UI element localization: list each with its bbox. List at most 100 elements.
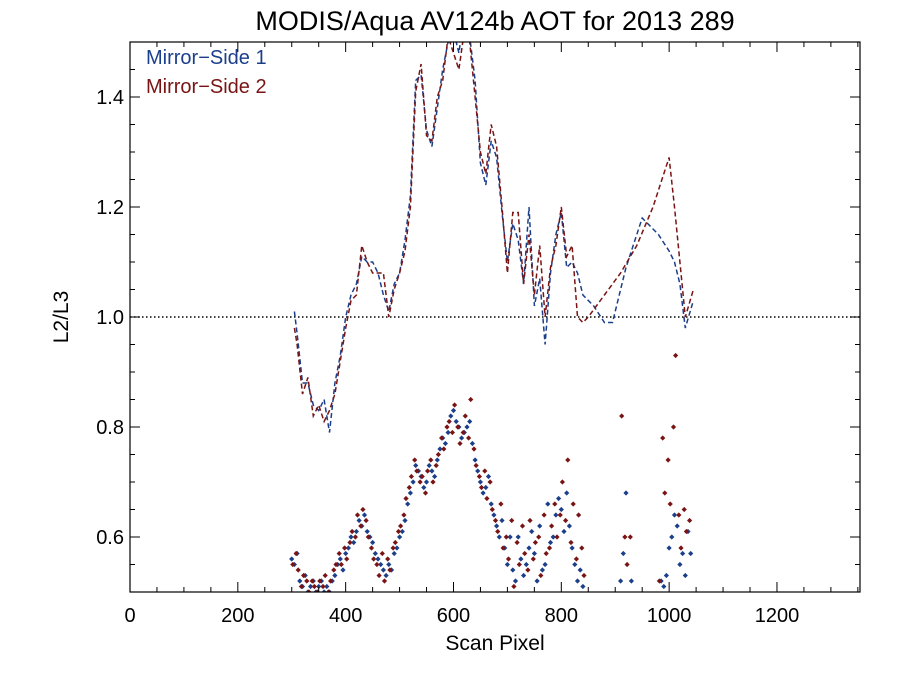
series-point-2	[390, 545, 396, 551]
series-point-2	[385, 556, 391, 562]
series-point-1	[421, 484, 427, 491]
series-point-1	[534, 578, 540, 584]
series-point-2	[509, 517, 515, 524]
y-tick-label: 0.8	[96, 417, 124, 439]
series-point-1	[378, 561, 384, 568]
y-tick-label: 1.2	[96, 197, 124, 219]
series-point-2	[293, 550, 299, 557]
series-point-2	[419, 473, 425, 480]
series-point-1	[405, 501, 411, 507]
series-point-1	[437, 446, 443, 452]
series-point-1	[453, 418, 459, 425]
series-point-2	[306, 589, 312, 592]
series-point-2	[338, 561, 344, 568]
series-point-1	[674, 523, 680, 529]
series-point-1	[515, 534, 521, 540]
series-point-1	[521, 572, 527, 579]
series-point-2	[581, 572, 587, 579]
series-point-1	[526, 545, 532, 551]
series-point-1	[356, 517, 362, 524]
series-point-2	[392, 539, 398, 546]
series-point-2	[298, 583, 304, 590]
series-point-2	[503, 534, 509, 540]
series-point-1	[375, 556, 381, 562]
series-point-2	[478, 484, 485, 491]
series-point-2	[365, 534, 371, 540]
series-point-2	[311, 583, 317, 590]
series-point-1	[494, 523, 500, 529]
series-point-2	[320, 583, 326, 590]
series-point-2	[347, 539, 353, 546]
x-tick-label: 0	[124, 605, 135, 627]
series-point-2	[376, 572, 382, 579]
series-point-1	[413, 462, 419, 469]
series-point-1	[399, 528, 405, 535]
series-point-2	[522, 550, 528, 557]
series-point-2	[536, 534, 542, 540]
series-point-1	[340, 567, 346, 573]
series-point-2	[484, 495, 490, 502]
series-point-2	[368, 545, 375, 551]
series-point-2	[482, 468, 488, 474]
series-point-1	[343, 550, 349, 557]
series-point-2	[446, 418, 452, 425]
series-point-2	[622, 534, 628, 540]
series-point-2	[514, 539, 520, 546]
series-point-1	[477, 479, 483, 485]
series-point-2	[500, 545, 506, 551]
series-point-1	[507, 534, 513, 540]
series-point-2	[662, 490, 668, 496]
series-point-1	[361, 512, 368, 518]
series-point-2	[325, 589, 331, 592]
series-point-1	[531, 550, 537, 557]
series-point-1	[485, 473, 492, 480]
series-point-1	[499, 517, 505, 524]
series-point-2	[660, 435, 666, 441]
series-point-1	[391, 550, 397, 557]
series-point-2	[576, 512, 582, 518]
series-point-1	[348, 534, 354, 540]
series-point-2	[455, 424, 461, 430]
series-point-2	[441, 446, 447, 452]
series-point-2	[667, 501, 673, 507]
series-point-2	[304, 578, 310, 584]
series-point-2	[290, 561, 296, 568]
series-point-1	[332, 572, 338, 579]
series-point-2	[492, 517, 499, 524]
series-point-2	[387, 567, 393, 573]
series-point-1	[545, 501, 551, 507]
series-point-1	[558, 506, 564, 513]
series-point-2	[360, 506, 366, 513]
x-tick-label: 1000	[647, 605, 692, 627]
series-point-2	[344, 556, 350, 562]
series-point-2	[570, 501, 576, 507]
series-point-1	[475, 468, 481, 474]
series-point-2	[468, 396, 474, 403]
tick-layer: 0 200 400 600 800 1000 1200 0.6 0.8 1.0 1.2 1.4	[96, 42, 860, 627]
series-point-1	[445, 429, 451, 436]
series-point-2	[395, 528, 402, 535]
series-point-1	[661, 583, 667, 590]
series-point-1	[448, 413, 454, 419]
series-point-1	[680, 550, 686, 557]
series-point-1	[550, 534, 556, 540]
series-point-2	[435, 451, 441, 458]
series-point-2	[317, 578, 323, 584]
series-point-2	[557, 512, 563, 518]
series-point-1	[518, 556, 524, 562]
series-point-2	[527, 517, 533, 524]
series-point-1	[671, 512, 678, 518]
series-point-1	[574, 578, 581, 584]
series-point-2	[541, 512, 547, 518]
series-point-2	[333, 561, 339, 568]
series-point-2	[489, 506, 495, 513]
series-point-2	[487, 479, 493, 485]
series-point-1	[423, 479, 430, 485]
series-point-1	[663, 572, 669, 579]
x-tick-label: 200	[221, 605, 254, 627]
series-point-1	[394, 545, 400, 551]
series-point-2	[525, 567, 531, 573]
series-point-2	[676, 512, 682, 518]
series-point-1	[523, 561, 529, 568]
